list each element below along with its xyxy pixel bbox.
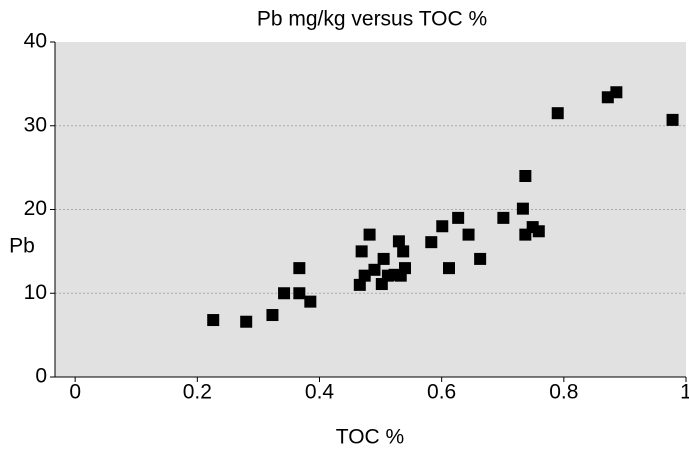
point [392,235,405,248]
chart-title: Pb mg/kg versus TOC % [257,8,487,31]
x-tick-label: 0.6 [427,381,456,404]
point [452,211,465,224]
y-tick-label: 30 [24,113,47,136]
y-tick-label: 40 [24,30,47,53]
point [293,287,306,300]
x-tick-label: 0.8 [549,381,578,404]
point [666,113,679,126]
y-tick-label: 0 [35,365,47,388]
x-axis-label: TOC % [336,426,404,449]
point [363,228,376,241]
point [462,228,475,241]
x-tick-label: 1 [680,381,689,404]
point [436,220,449,233]
x-tick-label: 0.4 [305,381,335,404]
point [399,262,412,275]
y-tick-label: 10 [24,281,47,304]
point [442,262,455,275]
point [304,295,317,308]
point [474,252,487,265]
point [516,202,529,215]
point [519,170,532,182]
point [610,86,623,99]
point [293,262,306,275]
point [397,245,410,258]
point [240,315,253,328]
point [551,107,564,120]
point [207,314,220,327]
x-tick-label: 0 [69,381,81,404]
x-tick-label: 0.2 [183,381,212,404]
y-axis-label: Pb [9,235,35,258]
point [497,211,510,224]
point [377,252,390,265]
point [355,245,368,258]
point [353,278,366,291]
point [368,263,381,276]
point [532,225,545,238]
point [278,287,291,300]
point [425,236,438,249]
y-tick-label: 20 [24,197,47,220]
point [266,309,279,322]
point [358,269,371,282]
